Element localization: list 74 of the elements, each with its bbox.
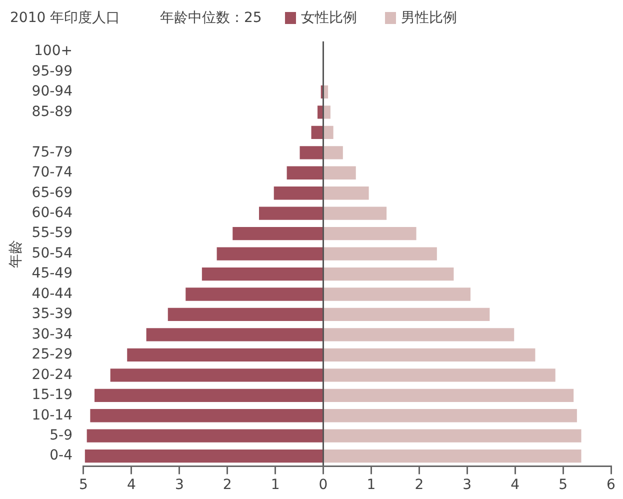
y-tick-label: 75-79: [32, 144, 72, 160]
y-tick-label: 60-64: [32, 204, 73, 221]
bar: [324, 206, 387, 220]
y-tick-label: 50-54: [32, 245, 73, 262]
bar: [168, 308, 323, 322]
bar: [146, 328, 323, 342]
legend-label: 男性比例: [401, 9, 457, 27]
bar: [324, 186, 369, 200]
y-tick-label: 0-4: [50, 448, 73, 464]
y-tick-label: 20-24: [32, 366, 73, 383]
x-tick-label: 5: [558, 477, 568, 494]
x-tick-label: 2: [222, 477, 232, 494]
x-tick-label: 1: [270, 477, 280, 494]
bar: [324, 348, 536, 362]
y-tick-label: 45-49: [32, 266, 72, 282]
bar: [324, 166, 356, 180]
y-tick-label: 25-29: [32, 346, 72, 363]
x-tick-label: 2: [414, 477, 424, 494]
y-tick-label: 35-39: [32, 306, 72, 322]
x-tick-label: 6: [606, 477, 616, 494]
bar: [311, 126, 323, 140]
bar: [324, 308, 490, 322]
bar: [324, 226, 416, 240]
bar: [259, 206, 323, 220]
y-tick-label: 95-99: [32, 63, 72, 80]
bar: [324, 126, 334, 140]
bar: [216, 247, 323, 260]
bar: [324, 85, 328, 99]
bar: [324, 106, 330, 119]
x-tick-label: 5: [79, 477, 88, 494]
chart-title: 2010 年印度人口: [10, 9, 120, 27]
bar: [324, 146, 343, 160]
bar: [286, 166, 323, 180]
y-tick-label: 90-94: [32, 84, 73, 100]
x-tick-label: 3: [462, 477, 472, 494]
bar: [324, 267, 454, 281]
x-tick-label: 0: [318, 477, 328, 494]
text: 年龄中位数：25: [160, 9, 262, 27]
bar: [324, 328, 514, 342]
bar: [324, 429, 582, 442]
y-axis-title: 年龄: [8, 240, 24, 268]
bar: [202, 267, 323, 281]
bar: [318, 106, 323, 119]
y-tick-label: 40-44: [32, 286, 73, 302]
y-tick-label: 100+: [34, 43, 72, 60]
bar: [324, 388, 574, 402]
y-tick-label: 70-74: [32, 164, 73, 181]
y-tick-label: 55-59: [32, 225, 72, 242]
bar: [324, 288, 470, 301]
y-tick-label: 85-89: [32, 104, 72, 120]
bar: [90, 409, 323, 422]
bar: [186, 288, 323, 301]
bar: [300, 146, 323, 160]
y-tick-label: 30-34: [32, 326, 73, 342]
y-tick-label: 5-9: [50, 428, 72, 444]
bar: [324, 368, 556, 382]
x-tick-label: 1: [366, 477, 376, 494]
y-tick-label: 65-69: [32, 184, 72, 201]
bar: [324, 409, 577, 422]
bar: [324, 247, 437, 260]
bar: [324, 450, 582, 463]
bar: [86, 429, 323, 442]
bar: [127, 348, 323, 362]
y-tick-label: 10-14: [32, 407, 73, 424]
x-tick-label: 4: [126, 477, 136, 494]
legend-label: 女性比例: [301, 9, 357, 27]
bar: [94, 388, 323, 402]
x-tick-label: 4: [510, 477, 520, 494]
bar: [84, 450, 323, 463]
bar: [232, 226, 323, 240]
y-tick-label: 15-19: [32, 387, 72, 404]
bar: [110, 368, 323, 382]
x-tick-label: 3: [174, 477, 184, 494]
bar: [274, 186, 323, 200]
